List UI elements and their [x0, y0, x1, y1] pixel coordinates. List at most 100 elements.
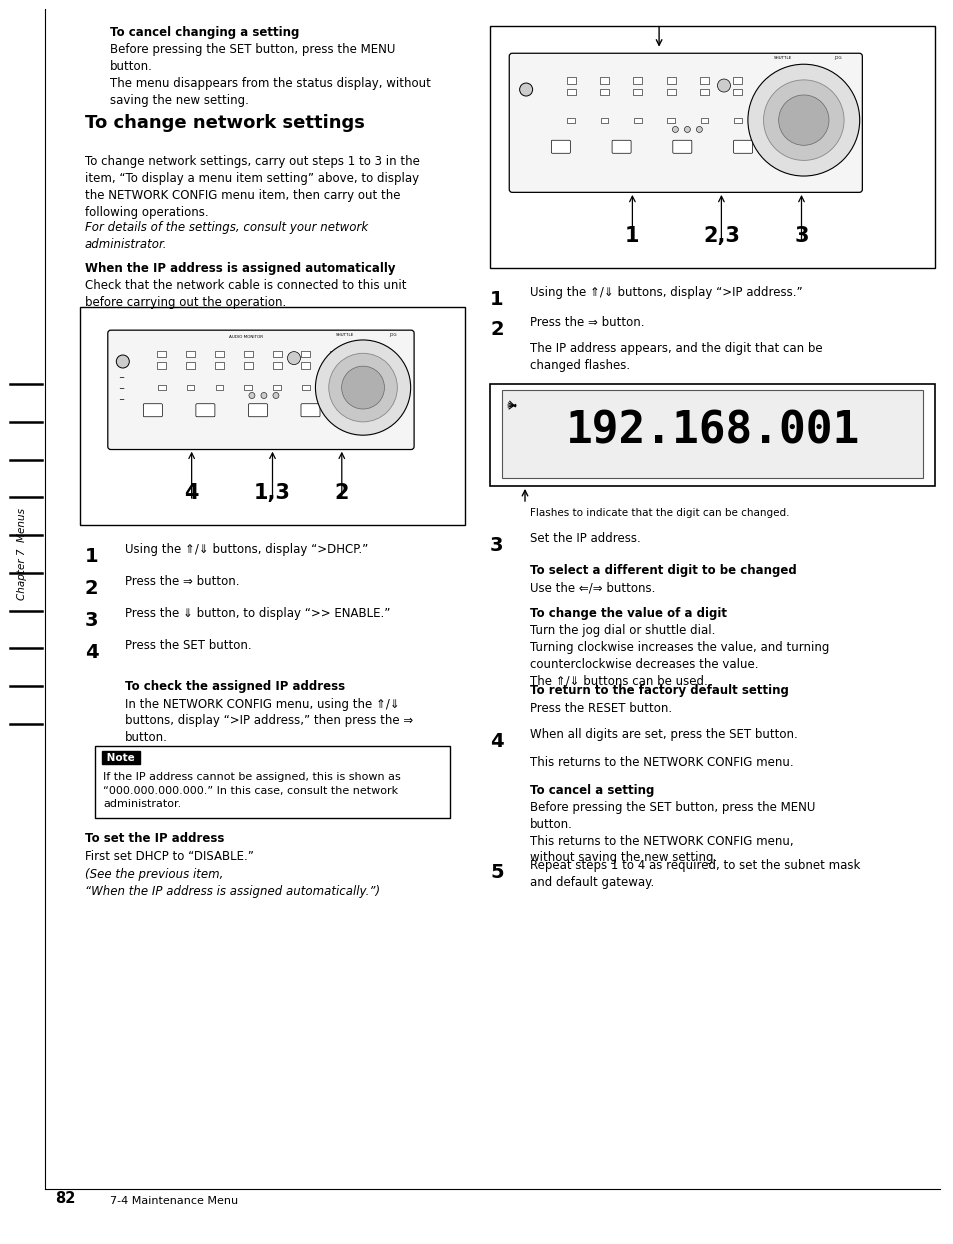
Bar — [633, 118, 641, 123]
Text: JOG: JOG — [834, 56, 841, 60]
Bar — [766, 77, 775, 83]
Bar — [566, 88, 576, 96]
Bar — [567, 118, 575, 123]
Text: 2,3: 2,3 — [702, 226, 740, 246]
FancyBboxPatch shape — [248, 404, 267, 417]
Text: If the IP address cannot be assigned, this is shown as
“000.000.000.000.” In thi: If the IP address cannot be assigned, th… — [103, 773, 400, 809]
Text: Press the RESET button.: Press the RESET button. — [530, 702, 672, 714]
Text: To set the IP address: To set the IP address — [85, 832, 224, 846]
Bar — [244, 362, 253, 368]
Bar — [186, 351, 195, 357]
Bar — [358, 351, 368, 357]
FancyBboxPatch shape — [195, 404, 214, 417]
Text: ─: ─ — [119, 387, 123, 393]
Bar — [800, 77, 808, 83]
Text: 4: 4 — [184, 483, 198, 503]
FancyBboxPatch shape — [108, 330, 414, 449]
FancyBboxPatch shape — [551, 141, 570, 153]
Bar — [490, 26, 934, 267]
Bar — [95, 745, 450, 817]
Text: AUDIO MONITOR: AUDIO MONITOR — [229, 336, 263, 340]
Text: Turn the jog dial or shuttle dial.
Turning clockwise increases the value, and tu: Turn the jog dial or shuttle dial. Turni… — [530, 624, 828, 688]
Text: To change the value of a digit: To change the value of a digit — [530, 607, 726, 620]
Bar — [600, 118, 608, 123]
Bar — [214, 351, 224, 357]
Circle shape — [717, 80, 730, 92]
Bar — [301, 362, 310, 368]
Text: JOG: JOG — [389, 333, 396, 337]
Bar — [566, 77, 576, 83]
Bar — [700, 77, 708, 83]
FancyBboxPatch shape — [733, 141, 752, 153]
Text: To cancel a setting: To cancel a setting — [530, 784, 654, 796]
Bar — [214, 362, 224, 368]
Bar — [666, 88, 675, 96]
Text: 3: 3 — [794, 226, 808, 246]
Circle shape — [747, 65, 859, 177]
Bar — [244, 351, 253, 357]
Circle shape — [341, 366, 384, 409]
Bar — [633, 88, 641, 96]
Bar — [187, 386, 194, 391]
Text: 2: 2 — [490, 320, 503, 340]
Text: Chapter 7  Menus: Chapter 7 Menus — [17, 508, 27, 600]
Text: 4: 4 — [490, 731, 503, 750]
Text: 2: 2 — [335, 483, 349, 503]
Text: To select a different digit to be changed: To select a different digit to be change… — [530, 564, 796, 577]
Circle shape — [116, 355, 130, 368]
Circle shape — [683, 127, 690, 132]
Bar — [244, 386, 252, 391]
Bar — [766, 88, 775, 96]
Text: For details of the settings, consult your network
administrator.: For details of the settings, consult you… — [85, 221, 368, 251]
Text: Before pressing the SET button, press the MENU
button.
This returns to the NETWO: Before pressing the SET button, press th… — [530, 801, 815, 865]
Bar — [273, 362, 281, 368]
Text: To return to the factory default setting: To return to the factory default setting — [530, 684, 788, 697]
Bar — [501, 391, 923, 478]
Circle shape — [315, 340, 410, 435]
Text: Press the ⇒ button.: Press the ⇒ button. — [530, 316, 644, 328]
Circle shape — [273, 393, 278, 398]
Bar — [733, 77, 741, 83]
Text: To check the assigned IP address: To check the assigned IP address — [125, 680, 345, 693]
Text: SHUTTLE: SHUTTLE — [773, 56, 791, 60]
Text: SHUTTLE: SHUTTLE — [335, 333, 354, 337]
Text: Use the ⇐/⇒ buttons.: Use the ⇐/⇒ buttons. — [530, 581, 655, 595]
Text: Check that the network cable is connected to this unit
before carrying out the o: Check that the network cable is connecte… — [85, 279, 406, 309]
Bar — [358, 362, 368, 368]
Bar — [302, 386, 310, 391]
Bar — [157, 351, 166, 357]
FancyBboxPatch shape — [672, 141, 691, 153]
Text: Flashes to indicate that the digit can be changed.: Flashes to indicate that the digit can b… — [530, 508, 789, 518]
Bar — [273, 386, 281, 391]
Text: To cancel changing a setting: To cancel changing a setting — [110, 26, 299, 39]
Bar — [733, 118, 740, 123]
Text: Press the ⇓ button, to display “>> ENABLE.”: Press the ⇓ button, to display “>> ENABL… — [125, 607, 390, 620]
Circle shape — [519, 83, 532, 96]
Text: 4: 4 — [85, 643, 98, 662]
Circle shape — [762, 80, 843, 160]
Text: 82: 82 — [55, 1191, 75, 1205]
Bar — [215, 386, 223, 391]
Bar — [80, 307, 464, 525]
Text: ─: ─ — [119, 376, 123, 382]
Text: Repeat steps 1 to 4 as required, to set the subnet mask
and default gateway.: Repeat steps 1 to 4 as required, to set … — [530, 860, 860, 888]
Circle shape — [329, 353, 396, 422]
Text: (See the previous item,
“When the IP address is assigned automatically.”): (See the previous item, “When the IP add… — [85, 868, 379, 898]
Bar — [700, 118, 707, 123]
Bar — [666, 118, 675, 123]
Bar — [800, 88, 808, 96]
Text: In the NETWORK CONFIG menu, using the ⇑/⇓
buttons, display “>IP address,” then p: In the NETWORK CONFIG menu, using the ⇑/… — [125, 698, 413, 744]
Bar — [599, 77, 608, 83]
Text: Note: Note — [103, 753, 138, 763]
Text: To change network settings, carry out steps 1 to 3 in the
item, “To display a me: To change network settings, carry out st… — [85, 156, 419, 219]
Bar — [733, 88, 741, 96]
Text: 1,3: 1,3 — [253, 483, 291, 503]
Bar — [599, 88, 608, 96]
Circle shape — [261, 393, 267, 398]
Text: To change network settings: To change network settings — [85, 113, 364, 132]
Circle shape — [778, 95, 828, 146]
Text: This returns to the NETWORK CONFIG menu.: This returns to the NETWORK CONFIG menu. — [530, 755, 793, 769]
Circle shape — [287, 352, 300, 364]
Text: 3: 3 — [85, 611, 98, 629]
Circle shape — [672, 127, 678, 132]
